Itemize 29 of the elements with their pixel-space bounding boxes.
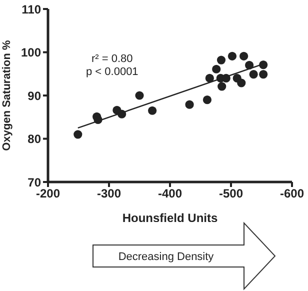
y-tick-label: 110 (22, 2, 42, 16)
x-tick-label: -600 (280, 186, 304, 201)
point (249, 70, 258, 79)
point (228, 52, 237, 60)
x-tick-label: -200 (36, 186, 60, 201)
y-tick-label: 70 (28, 175, 42, 190)
point (212, 64, 221, 74)
x-axis-title: Hounsfield Units (122, 211, 218, 225)
point (74, 130, 82, 139)
point (240, 52, 248, 60)
y-axis-title: Oxygen Saturation % (0, 40, 13, 151)
x-tick-label: -400 (158, 186, 182, 201)
y-tick-label: 100 (20, 46, 42, 60)
y-tick-label: 80 (28, 132, 42, 146)
point (148, 106, 157, 115)
point (237, 78, 246, 88)
annotation: r² = 0.80 (90, 53, 134, 66)
annotation: p < 0.0001 (86, 66, 138, 79)
text: Decreasing Density (118, 251, 214, 263)
point (218, 82, 226, 91)
point (205, 74, 214, 82)
point (202, 96, 212, 104)
point (259, 70, 268, 79)
point (185, 100, 194, 109)
x-tick-label: -300 (96, 186, 122, 201)
y-tick-label: 90 (28, 88, 42, 103)
point (135, 91, 144, 100)
x-tick-label: -500 (218, 186, 244, 201)
point (216, 56, 226, 64)
